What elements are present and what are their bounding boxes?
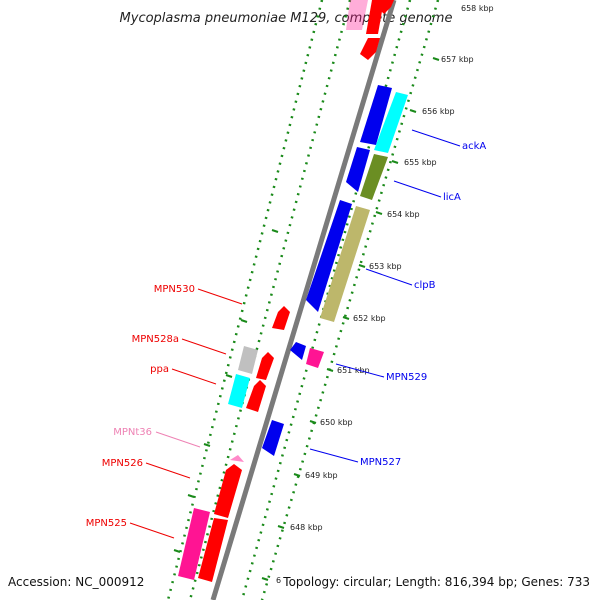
scale-ticks xyxy=(173,57,440,581)
label-line-MPN525 xyxy=(129,522,175,539)
label-line-licA xyxy=(393,180,442,198)
gene-label-ppa: ppa xyxy=(150,364,169,375)
tick-label-657: 657 kbp xyxy=(441,55,474,64)
gene-MPN529-block xyxy=(306,348,324,368)
outer-left-dotted-track xyxy=(166,0,324,600)
tick-label-656: 656 kbp xyxy=(422,107,455,116)
accession-text: Accession: NC_000912 xyxy=(8,575,144,589)
label-line-clpB xyxy=(365,268,413,286)
tick-label-652: 652 kbp xyxy=(353,314,386,323)
gene-MPN526-arrow xyxy=(214,464,242,518)
feature-top-red-1 xyxy=(366,0,384,34)
gene-label-MPN526: MPN526 xyxy=(102,458,143,469)
tick-mark xyxy=(432,57,440,61)
label-line-ppa xyxy=(171,368,217,385)
tick-mark xyxy=(375,211,383,215)
gene-MPN525-block xyxy=(178,508,210,580)
gene-label-clpB: clpB xyxy=(414,280,436,291)
feature-top-red-2 xyxy=(380,0,394,14)
gene-label-MPN529: MPN529 xyxy=(386,372,427,383)
gene-label-MPN528a: MPN528a xyxy=(132,334,179,345)
tick-mark xyxy=(203,443,211,447)
gene-clpB-arrow xyxy=(306,200,352,312)
tick-label-648: 648 kbp xyxy=(290,523,323,532)
label-line-MPN527 xyxy=(309,448,359,463)
label-line-MPN529 xyxy=(335,363,385,378)
tick-label-653: 653 kbp xyxy=(369,262,402,271)
gene-licA-arrow xyxy=(346,147,370,192)
tick-mark xyxy=(342,316,350,320)
gene-ppa-arrow xyxy=(246,380,266,412)
gene-MPN527-arrow xyxy=(262,420,284,456)
label-line-ackA xyxy=(411,129,461,147)
tick-mark xyxy=(391,160,399,164)
gene-MPN528a-block xyxy=(238,346,258,374)
gene-MPNt36-marker xyxy=(230,455,244,462)
genome-backbone xyxy=(210,0,397,600)
label-line-MPN526 xyxy=(145,462,191,479)
tick-mark xyxy=(271,229,279,233)
tick-mark xyxy=(261,577,269,581)
tick-mark xyxy=(277,525,285,529)
gene-label-licA: licA xyxy=(443,192,461,203)
tick-mark xyxy=(173,549,181,553)
tick-label-655: 655 kbp xyxy=(404,158,437,167)
gene-clpB-block xyxy=(320,206,370,322)
tick-mark xyxy=(409,109,417,113)
gene-label-MPNt36: MPNt36 xyxy=(113,427,152,438)
outer-right-dotted-track xyxy=(260,0,440,600)
label-line-MPN530 xyxy=(197,288,243,305)
gene-label-MPN525: MPN525 xyxy=(86,518,127,529)
tick-label-651: 651 kbp xyxy=(337,366,370,375)
gene-MPN525-arrow xyxy=(198,518,228,582)
gene-licA-block xyxy=(360,154,388,200)
tick-label-650: 650 kbp xyxy=(320,418,353,427)
tick-mark xyxy=(358,264,366,268)
tick-label-654: 654 kbp xyxy=(387,210,420,219)
gene-label-MPN530: MPN530 xyxy=(154,284,195,295)
feature-top-red-3 xyxy=(360,38,380,60)
gene-MPN530-arrow xyxy=(272,306,290,330)
gene-ackA-block xyxy=(374,92,408,153)
tick-mark xyxy=(309,420,317,424)
tick-mark xyxy=(326,368,334,372)
tick-label-649: 649 kbp xyxy=(305,471,338,480)
gene-MPN529-arrow xyxy=(290,342,306,360)
topology-text: Topology: circular; Length: 816,394 bp; … xyxy=(282,575,590,589)
tick-mark xyxy=(240,319,248,323)
feature-top-pink xyxy=(346,0,368,30)
tick-label-647: 6 xyxy=(276,576,281,585)
gene-label-ackA: ackA xyxy=(462,141,486,152)
gene-ppa-block xyxy=(228,374,250,408)
tick-mark xyxy=(187,494,195,498)
tick-mark xyxy=(225,374,233,378)
label-line-MPN528a xyxy=(181,338,227,355)
gene-label-MPN527: MPN527 xyxy=(360,457,401,468)
tick-label-658: 658 kbp xyxy=(461,4,494,13)
gene-ackA-arrow xyxy=(360,85,392,145)
gene-MPN528a-arrow xyxy=(256,352,274,380)
label-line-MPNt36 xyxy=(155,431,201,448)
tick-mark xyxy=(293,473,301,477)
